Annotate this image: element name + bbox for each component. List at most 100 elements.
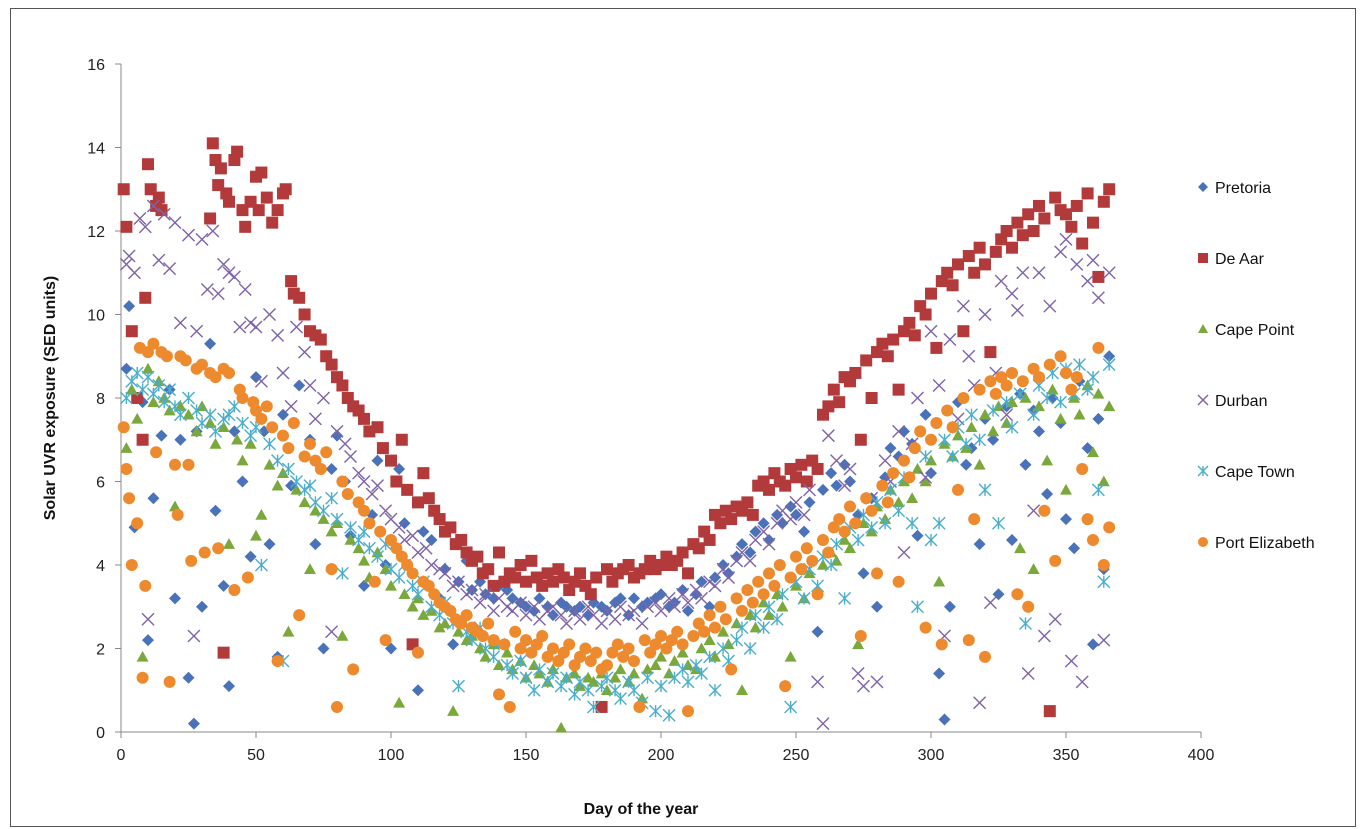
data-point bbox=[376, 442, 389, 455]
data-point bbox=[1041, 488, 1054, 501]
data-point bbox=[1065, 383, 1078, 396]
data-point bbox=[1006, 533, 1018, 546]
data-point bbox=[131, 412, 144, 424]
data-point bbox=[398, 517, 411, 530]
data-point bbox=[730, 592, 743, 605]
data-point bbox=[1097, 575, 1111, 589]
data-point bbox=[125, 383, 138, 395]
data-point bbox=[736, 538, 748, 551]
data-point bbox=[123, 492, 136, 505]
data-point bbox=[125, 559, 138, 571]
data-point bbox=[271, 479, 284, 491]
data-point bbox=[1087, 446, 1099, 458]
data-point bbox=[698, 625, 711, 638]
data-point bbox=[279, 183, 292, 196]
data-point bbox=[308, 412, 322, 426]
y-tick-label: 16 bbox=[87, 57, 105, 74]
data-point bbox=[965, 421, 978, 433]
data-point bbox=[994, 274, 1008, 288]
data-point bbox=[422, 492, 435, 505]
data-point bbox=[838, 533, 851, 545]
data-point bbox=[887, 467, 900, 480]
data-point bbox=[141, 370, 155, 384]
data-point bbox=[200, 282, 214, 296]
data-point bbox=[314, 462, 327, 475]
data-point bbox=[957, 392, 970, 404]
data-point bbox=[282, 625, 295, 637]
data-point bbox=[695, 642, 708, 654]
data-point bbox=[222, 266, 236, 280]
data-point bbox=[520, 634, 532, 647]
data-point bbox=[968, 266, 981, 279]
data-point bbox=[303, 479, 317, 493]
data-point bbox=[260, 400, 273, 413]
data-point bbox=[471, 550, 484, 563]
data-point bbox=[838, 479, 852, 493]
data-point bbox=[1041, 454, 1054, 466]
data-point bbox=[708, 579, 722, 593]
data-point bbox=[1086, 253, 1100, 267]
data-point bbox=[933, 667, 946, 680]
data-point bbox=[1033, 425, 1045, 438]
data-point bbox=[817, 533, 829, 546]
data-point bbox=[1021, 667, 1035, 681]
data-point bbox=[1102, 358, 1116, 372]
data-point bbox=[1086, 370, 1100, 384]
data-point bbox=[379, 504, 393, 518]
data-point bbox=[117, 421, 130, 434]
data-point bbox=[236, 475, 249, 488]
data-point bbox=[911, 462, 924, 474]
data-point bbox=[806, 554, 819, 567]
data-point bbox=[341, 488, 354, 501]
data-point bbox=[1032, 266, 1046, 280]
data-point bbox=[347, 663, 360, 676]
data-point bbox=[784, 571, 797, 584]
data-point bbox=[363, 517, 376, 530]
data-point bbox=[925, 454, 937, 466]
y-tick-label: 2 bbox=[96, 642, 105, 659]
data-point bbox=[708, 683, 722, 697]
data-point bbox=[649, 596, 663, 610]
data-point bbox=[487, 634, 500, 647]
chart-frame: 0 50 100 150 200 250 300 350 400 0 2 4 6 8 10 12 14 16 D… bbox=[10, 8, 1356, 827]
data-point bbox=[1064, 654, 1078, 668]
data-point bbox=[447, 638, 460, 651]
data-point bbox=[298, 496, 311, 508]
data-point bbox=[1022, 208, 1035, 221]
data-point bbox=[514, 559, 527, 571]
data-point bbox=[811, 588, 824, 601]
data-point bbox=[798, 525, 811, 538]
data-point bbox=[654, 604, 668, 618]
data-point bbox=[622, 608, 636, 622]
data-point bbox=[1081, 274, 1095, 288]
data-point bbox=[938, 433, 951, 447]
data-point bbox=[1013, 387, 1027, 401]
data-point bbox=[142, 158, 154, 171]
data-point bbox=[228, 584, 241, 597]
data-point bbox=[401, 483, 414, 496]
data-point bbox=[628, 655, 640, 668]
data-point bbox=[962, 349, 976, 363]
data-point bbox=[325, 525, 338, 537]
data-point bbox=[136, 383, 150, 397]
series-de-aar bbox=[117, 137, 1116, 718]
data-point bbox=[460, 609, 473, 622]
data-point bbox=[187, 629, 201, 643]
data-point bbox=[843, 462, 857, 476]
data-point bbox=[911, 529, 924, 542]
y-tick-label: 10 bbox=[87, 308, 105, 325]
data-point bbox=[493, 546, 505, 559]
data-point bbox=[638, 634, 651, 647]
data-point bbox=[857, 679, 870, 693]
data-point bbox=[554, 608, 568, 622]
data-point bbox=[217, 579, 230, 592]
data-point bbox=[520, 600, 532, 613]
data-point bbox=[412, 496, 424, 509]
data-point bbox=[128, 266, 141, 280]
x-tick-label: 350 bbox=[1053, 747, 1080, 764]
data-point bbox=[182, 391, 195, 405]
data-point bbox=[255, 508, 268, 520]
data-point bbox=[196, 358, 208, 371]
data-point bbox=[1006, 241, 1018, 254]
data-point bbox=[925, 467, 937, 480]
